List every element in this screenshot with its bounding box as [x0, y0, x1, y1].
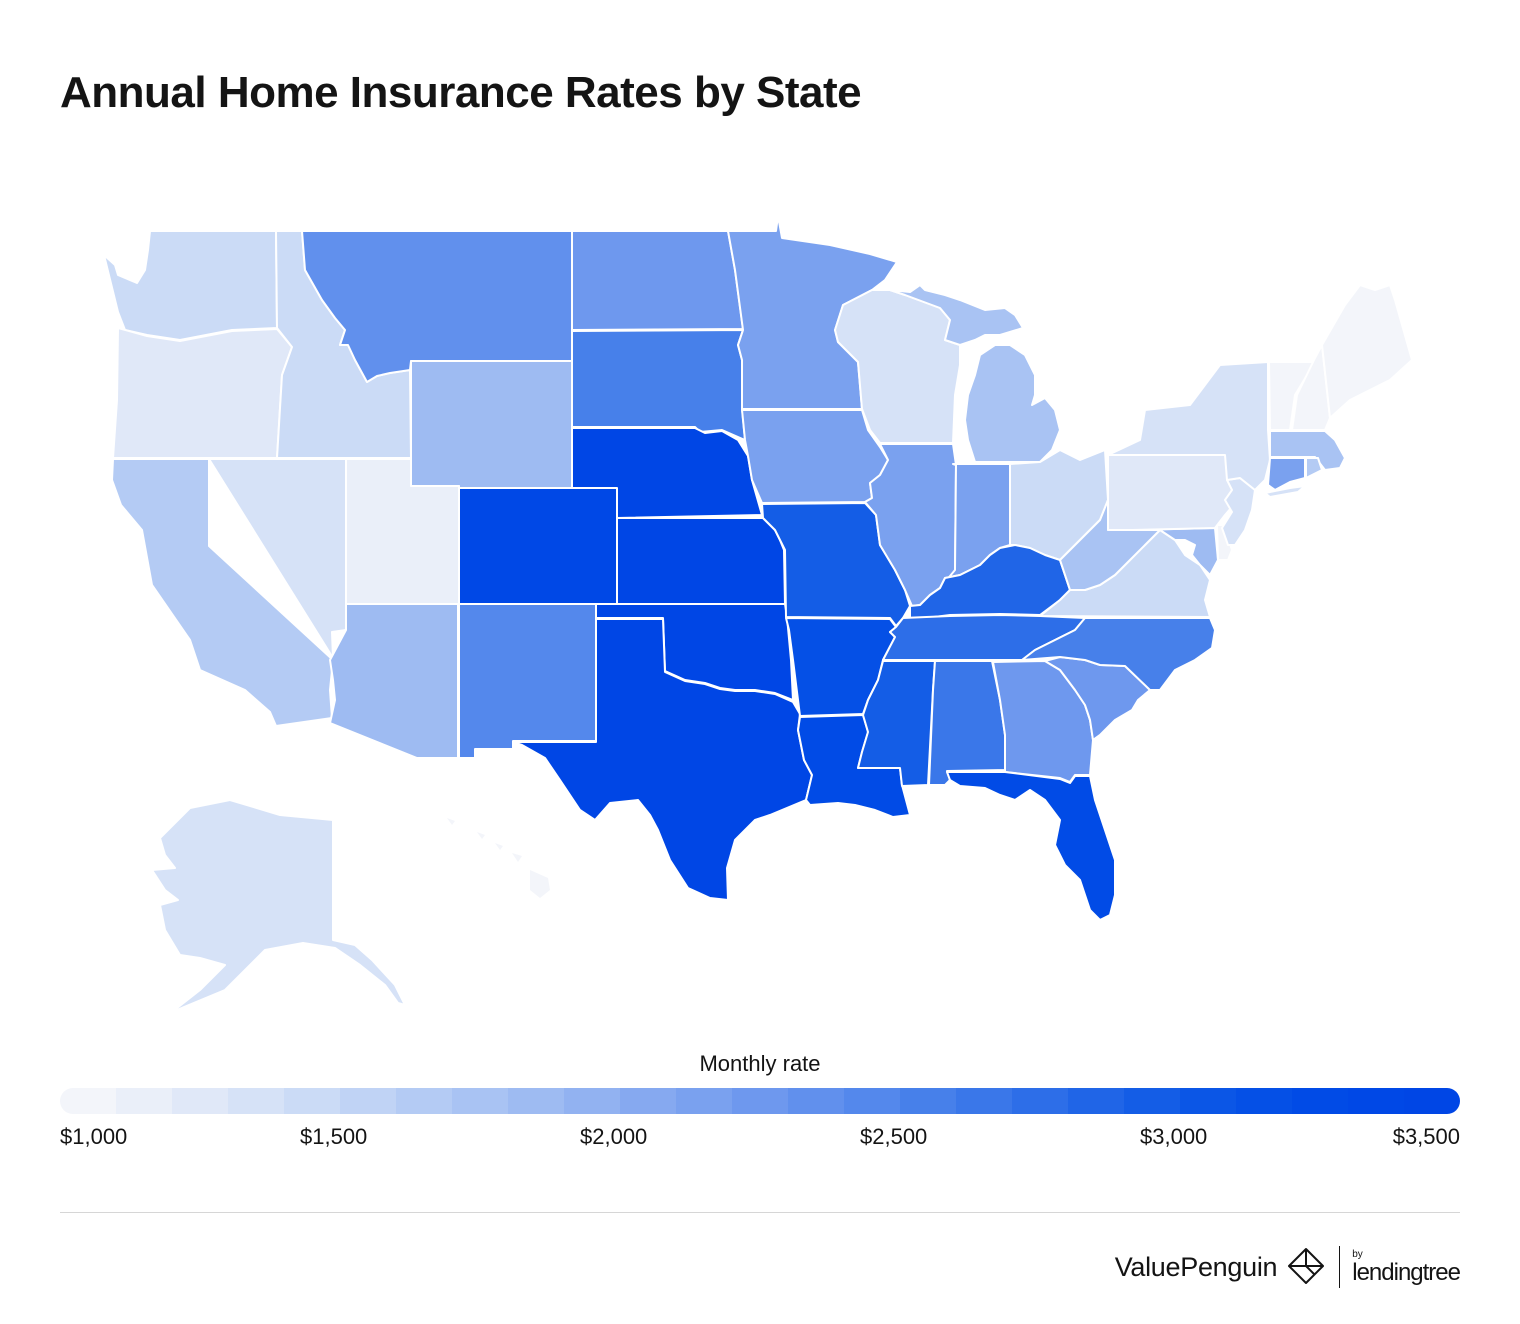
- state-NM[interactable]: [458, 603, 597, 759]
- color-scale-segment: [788, 1088, 844, 1114]
- state-WY[interactable]: [410, 360, 573, 489]
- state-NC[interactable]: [1021, 617, 1216, 691]
- color-scale-segment: [1068, 1088, 1124, 1114]
- tick-label: $1,500: [300, 1124, 368, 1149]
- color-scale-segment: [1348, 1088, 1404, 1114]
- color-scale-segment: [116, 1088, 172, 1114]
- color-scale-segment: [844, 1088, 900, 1114]
- tick-label: $3,500: [1392, 1124, 1460, 1149]
- state-SD[interactable]: [571, 329, 746, 441]
- color-scale-segment: [172, 1088, 228, 1114]
- state-TX[interactable]: [512, 618, 813, 901]
- color-scale-segment: [1124, 1088, 1180, 1114]
- page-title: Annual Home Insurance Rates by State: [60, 68, 862, 117]
- color-scale-segment: [732, 1088, 788, 1114]
- state-AK[interactable]: [151, 799, 406, 1013]
- color-scale-segment: [340, 1088, 396, 1114]
- lendingtree-wordmark: lendingtree: [1352, 1258, 1461, 1286]
- color-scale-segment: [956, 1088, 1012, 1114]
- valuepenguin-logo-icon: [1288, 1248, 1325, 1284]
- color-scale-segment: [1180, 1088, 1236, 1114]
- state-MI-upper[interactable]: [889, 284, 1024, 346]
- footer-branding: ValuePenguin by lendingtree: [1114, 1242, 1461, 1292]
- state-OR[interactable]: [112, 327, 293, 459]
- state-FL[interactable]: [946, 771, 1116, 921]
- color-scale-bar: [60, 1088, 1460, 1114]
- state-IA[interactable]: [741, 409, 889, 504]
- state-AL[interactable]: [928, 660, 1006, 786]
- state-NY-longisland[interactable]: [1264, 485, 1306, 498]
- color-scale-segment: [1404, 1088, 1460, 1114]
- color-scale-segment: [676, 1088, 732, 1114]
- color-scale-segment: [396, 1088, 452, 1114]
- state-RI[interactable]: [1305, 457, 1323, 479]
- state-PA[interactable]: [1107, 454, 1241, 531]
- color-scale-segment: [284, 1088, 340, 1114]
- tick-label: $2,000: [580, 1124, 648, 1149]
- color-scale-segment: [452, 1088, 508, 1114]
- state-HI[interactable]: [447, 818, 550, 898]
- state-MI-lower[interactable]: [964, 344, 1061, 463]
- map-svg: [103, 215, 1413, 1013]
- logo-separator: [1339, 1246, 1341, 1288]
- color-scale-segment: [564, 1088, 620, 1114]
- color-scale-segment: [620, 1088, 676, 1114]
- color-scale-segment: [228, 1088, 284, 1114]
- legend-title: Monthly rate: [699, 1051, 821, 1076]
- state-ME[interactable]: [1321, 284, 1413, 419]
- tick-label: $2,500: [860, 1124, 928, 1149]
- state-VT[interactable]: [1268, 361, 1316, 431]
- us-choropleth-map: [103, 215, 1413, 1013]
- color-scale-segment: [508, 1088, 564, 1114]
- state-WA[interactable]: [103, 230, 278, 341]
- color-scale-segment: [1236, 1088, 1292, 1114]
- state-AZ[interactable]: [329, 603, 459, 759]
- state-CT[interactable]: [1267, 457, 1306, 491]
- color-scale-segment: [60, 1088, 116, 1114]
- color-scale-segment: [1292, 1088, 1348, 1114]
- legend-ticks: $1,000 $1,500 $2,000 $2,500 $3,000 $3,50…: [60, 1124, 1460, 1154]
- state-ND[interactable]: [571, 230, 744, 331]
- state-CA[interactable]: [111, 458, 334, 727]
- valuepenguin-logo-text: ValuePenguin: [1114, 1251, 1278, 1282]
- state-CO[interactable]: [458, 487, 618, 605]
- color-scale-segment: [1012, 1088, 1068, 1114]
- tick-label: $3,000: [1140, 1124, 1208, 1149]
- color-scale-segment: [900, 1088, 956, 1114]
- state-KS[interactable]: [616, 517, 786, 605]
- footer-divider: [60, 1212, 1460, 1213]
- lendingtree-by: by: [1352, 1248, 1363, 1260]
- tick-label: $1,000: [60, 1124, 128, 1149]
- lendingtree-logo: by lendingtree: [1352, 1248, 1461, 1286]
